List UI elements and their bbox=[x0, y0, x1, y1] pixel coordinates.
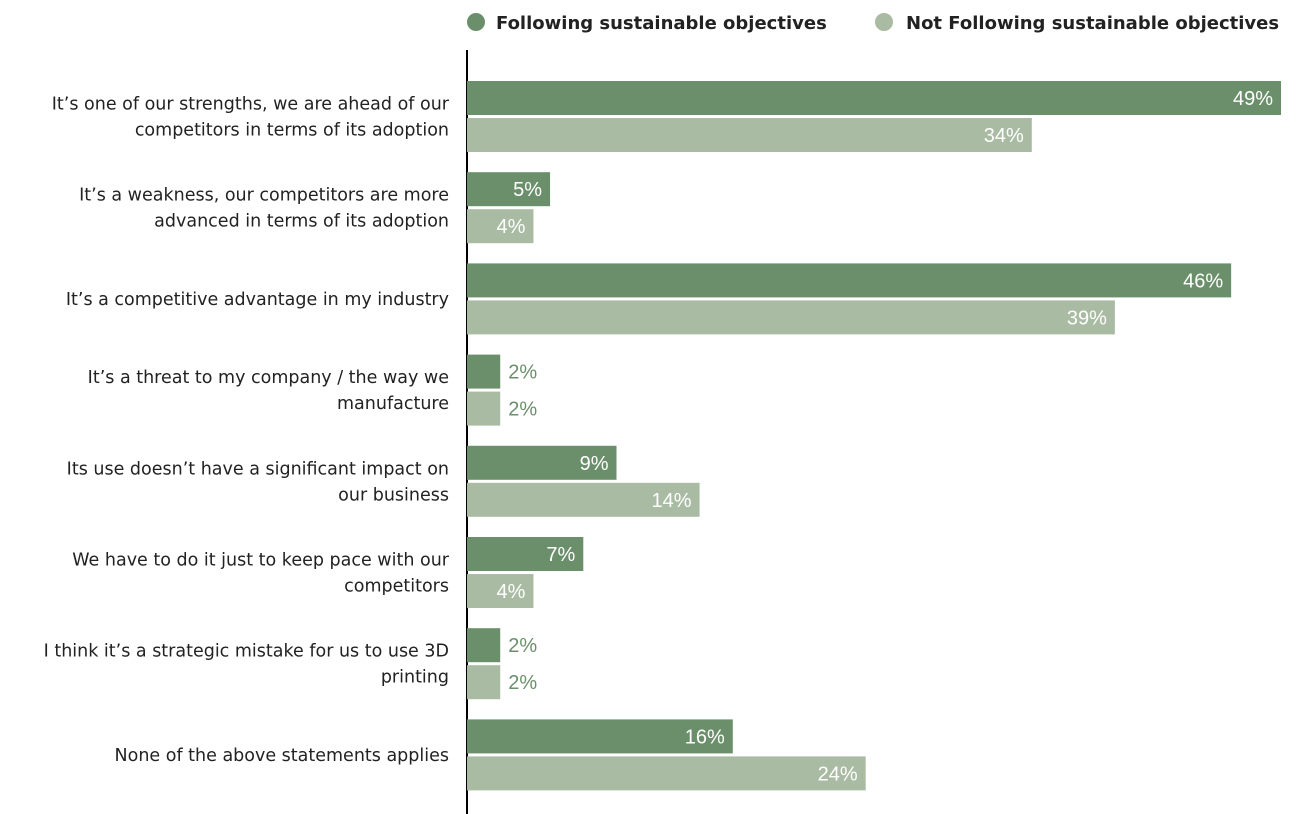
data-label: 2% bbox=[508, 362, 537, 384]
category-label-line: manufacture bbox=[337, 394, 449, 414]
category-label: I think it’s a strategic mistake for us … bbox=[44, 642, 449, 688]
bar bbox=[467, 628, 501, 663]
category-label: We have to do it just to keep pace with … bbox=[72, 551, 450, 597]
category-label-line: None of the above statements applies bbox=[115, 746, 449, 766]
data-label: 9% bbox=[580, 453, 609, 475]
category-label: It’s one of our strengths, we are ahead … bbox=[52, 95, 450, 141]
data-label: 4% bbox=[497, 216, 526, 238]
category-label-line: printing bbox=[381, 668, 449, 688]
bar bbox=[467, 209, 534, 244]
data-label: 24% bbox=[818, 763, 858, 785]
bar bbox=[467, 172, 551, 207]
bar bbox=[467, 263, 1232, 298]
bar bbox=[467, 445, 617, 480]
bar bbox=[467, 756, 866, 791]
category-label: It’s a competitive advantage in my indus… bbox=[66, 290, 449, 310]
bar bbox=[467, 300, 1115, 335]
data-label: 49% bbox=[1233, 88, 1273, 110]
bar bbox=[467, 482, 700, 517]
bar bbox=[467, 537, 584, 571]
data-label: 46% bbox=[1183, 270, 1223, 292]
category-label-line: advanced in terms of its adoption bbox=[154, 212, 449, 232]
bar bbox=[467, 574, 534, 608]
legend-label-not-following: Not Following sustainable objectives bbox=[906, 13, 1279, 34]
category-label-line: our business bbox=[338, 485, 449, 505]
data-label: 16% bbox=[685, 726, 725, 748]
category-label-line: It’s a threat to my company / the way we bbox=[88, 368, 449, 388]
category-label-line: We have to do it just to keep pace with … bbox=[72, 551, 450, 571]
data-label: 4% bbox=[497, 581, 526, 603]
bar bbox=[467, 354, 501, 389]
category-label: None of the above statements applies bbox=[115, 746, 449, 766]
data-label: 5% bbox=[513, 179, 542, 201]
category-label-line: competitors in terms of its adoption bbox=[135, 121, 449, 141]
bar bbox=[467, 391, 501, 426]
category-label: It’s a weakness, our competitors are mor… bbox=[79, 186, 449, 232]
data-label: 2% bbox=[508, 635, 537, 657]
data-label: 34% bbox=[984, 125, 1024, 147]
data-label: 39% bbox=[1067, 307, 1107, 329]
category-label-line: Its use doesn’t have a significant impac… bbox=[67, 459, 449, 479]
legend-marker-not-following bbox=[875, 13, 893, 31]
category-label-line: I think it’s a strategic mistake for us … bbox=[44, 642, 449, 662]
data-label: 7% bbox=[546, 544, 575, 566]
data-label: 14% bbox=[652, 490, 692, 512]
bar bbox=[467, 719, 733, 754]
category-label-line: It’s a competitive advantage in my indus… bbox=[66, 290, 449, 310]
legend-label-following: Following sustainable objectives bbox=[496, 13, 827, 34]
category-label-line: competitors bbox=[344, 577, 449, 597]
bar bbox=[467, 665, 501, 700]
legend-marker-following bbox=[467, 13, 485, 31]
data-label: 2% bbox=[508, 672, 537, 694]
category-label-line: It’s a weakness, our competitors are mor… bbox=[79, 186, 449, 206]
category-label-line: It’s one of our strengths, we are ahead … bbox=[52, 95, 450, 115]
data-label: 2% bbox=[508, 399, 537, 421]
bar bbox=[467, 81, 1281, 115]
category-label: It’s a threat to my company / the way we… bbox=[88, 368, 449, 414]
bar bbox=[467, 118, 1032, 152]
category-label: Its use doesn’t have a significant impac… bbox=[67, 459, 449, 505]
